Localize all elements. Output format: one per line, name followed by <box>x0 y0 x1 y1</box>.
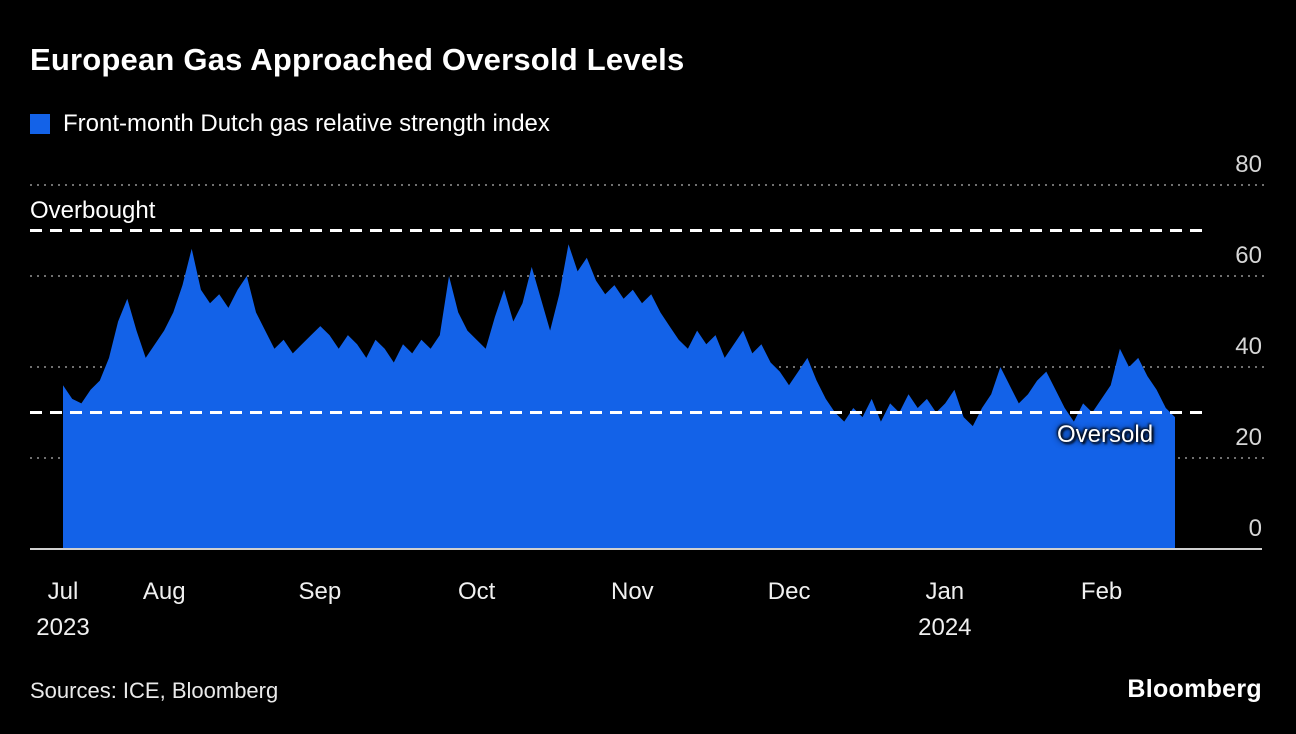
x-axis-tick-label: Jul <box>47 578 79 605</box>
x-axis-tick-label: Nov <box>611 578 654 605</box>
legend: Front-month Dutch gas relative strength … <box>30 110 550 138</box>
y-axis-tick-label: 80 <box>1235 151 1262 178</box>
x-axis-tick-label: Aug <box>142 578 186 605</box>
x-axis-tick-label: Jan <box>925 578 965 605</box>
y-axis-tick-label: 20 <box>1235 424 1262 451</box>
x-axis-tick-label: Oct <box>457 578 496 605</box>
sources-note: Sources: ICE, Bloomberg <box>30 678 279 703</box>
y-axis-tick-label: 0 <box>1248 515 1262 542</box>
oversold-annotation: Oversold <box>1057 421 1154 448</box>
x-axis-tick-label: Sep <box>298 578 342 605</box>
x-axis-year-label: 2024 <box>918 614 972 641</box>
y-axis-tick-label: 60 <box>1235 242 1262 269</box>
legend-label: Front-month Dutch gas relative strength … <box>63 110 550 137</box>
bloomberg-logo: Bloomberg <box>1127 675 1262 703</box>
x-axis-tick-label: Dec <box>767 578 811 605</box>
chart-title: European Gas Approached Oversold Levels <box>30 42 685 77</box>
x-axis-year-label: 2023 <box>36 614 90 641</box>
legend-swatch <box>30 114 50 134</box>
x-axis-tick-label: Feb <box>1080 578 1123 605</box>
y-axis-tick-label: 40 <box>1235 333 1262 360</box>
overbought-annotation: Overbought <box>30 197 156 224</box>
